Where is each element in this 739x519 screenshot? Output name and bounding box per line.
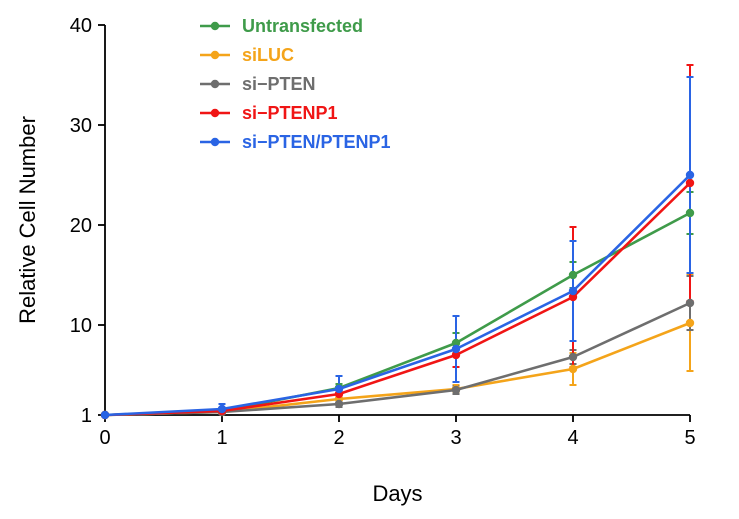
legend-swatch-marker	[211, 51, 219, 59]
x-tick-label: 5	[684, 427, 695, 449]
x-tick-label: 4	[567, 427, 578, 449]
series-marker-sipten_ptenp1	[686, 171, 694, 179]
series-marker-sipten_ptenp1	[452, 345, 460, 353]
legend-label-untransfected: Untransfected	[242, 16, 363, 36]
x-tick-label: 2	[333, 427, 344, 449]
legend-swatch-marker	[211, 138, 219, 146]
series-marker-sipten_ptenp1	[569, 287, 577, 295]
series-marker-siptenp1	[686, 179, 694, 187]
series-marker-sipten	[452, 386, 460, 394]
series-marker-sipten	[686, 299, 694, 307]
series-marker-sipten	[569, 353, 577, 361]
x-axis-label: Days	[372, 481, 422, 506]
legend-label-sipten_ptenp1: si−PTEN/PTENP1	[242, 132, 391, 152]
legend-label-siluc: siLUC	[242, 45, 294, 65]
series-marker-sipten	[335, 400, 343, 408]
y-tick-label: 40	[70, 15, 92, 37]
series-marker-untransfected	[686, 209, 694, 217]
series-marker-sipten_ptenp1	[335, 385, 343, 393]
series-marker-untransfected	[569, 271, 577, 279]
cell-growth-chart: 012345110203040DaysRelative Cell NumberU…	[0, 0, 739, 519]
chart-background	[0, 0, 739, 519]
legend-swatch-marker	[211, 22, 219, 30]
legend-label-siptenp1: si−PTENP1	[242, 103, 338, 123]
legend-label-sipten: si−PTEN	[242, 74, 316, 94]
y-tick-label: 20	[70, 215, 92, 237]
legend-swatch-marker	[211, 80, 219, 88]
series-marker-sipten_ptenp1	[218, 405, 226, 413]
y-tick-label: 10	[70, 315, 92, 337]
y-tick-label: 30	[70, 115, 92, 137]
y-axis-label: Relative Cell Number	[15, 116, 40, 324]
y-tick-label: 1	[81, 405, 92, 427]
series-marker-sipten_ptenp1	[101, 411, 109, 419]
series-marker-siluc	[686, 319, 694, 327]
x-tick-label: 0	[99, 427, 110, 449]
x-tick-label: 3	[450, 427, 461, 449]
x-tick-label: 1	[216, 427, 227, 449]
series-marker-siluc	[569, 365, 577, 373]
legend-swatch-marker	[211, 109, 219, 117]
